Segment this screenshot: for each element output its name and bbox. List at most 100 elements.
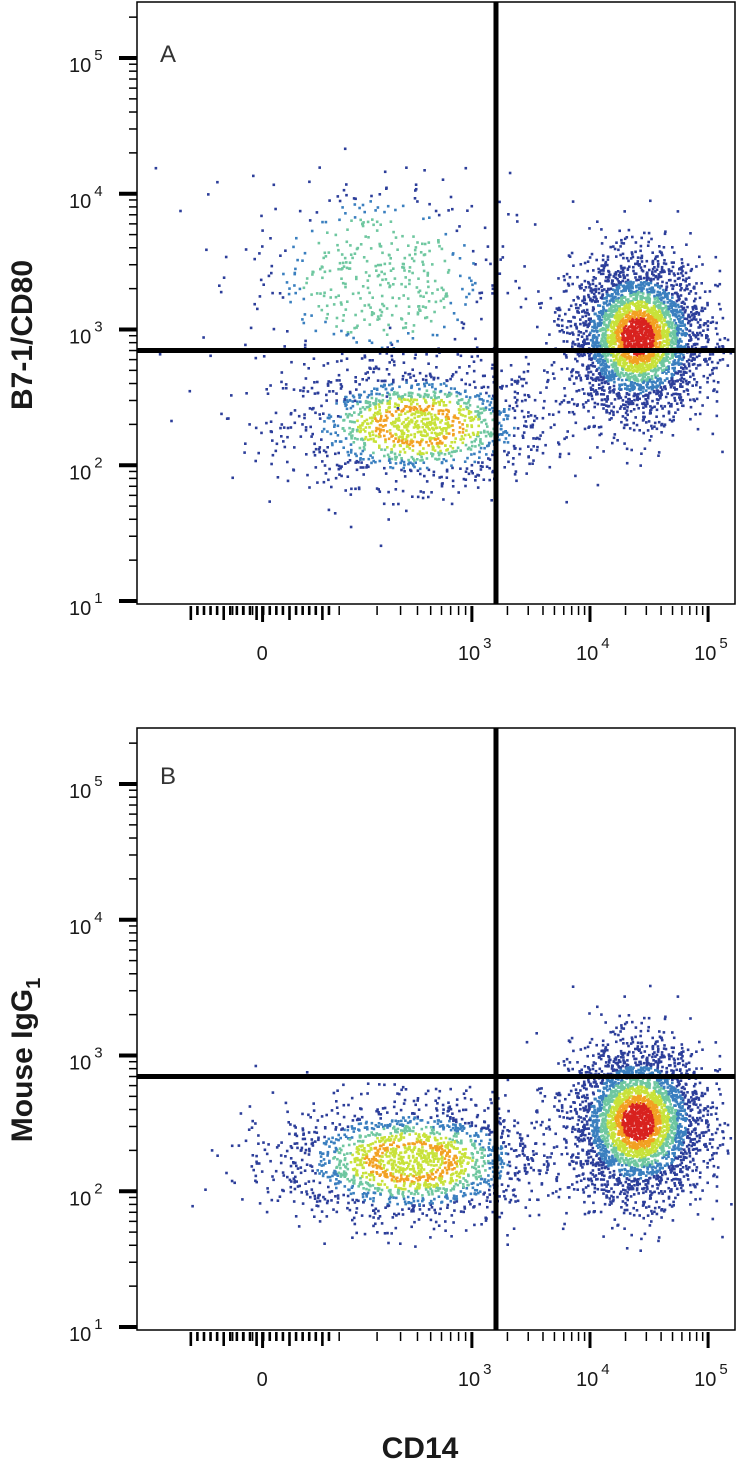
density-dot xyxy=(628,427,632,430)
density-dot xyxy=(571,345,574,348)
density-dot xyxy=(587,295,591,299)
density-dot xyxy=(346,461,350,464)
density-dot xyxy=(672,329,675,333)
density-dot xyxy=(532,459,535,462)
density-dot xyxy=(697,337,700,341)
density-dot xyxy=(615,312,618,316)
density-dot xyxy=(451,479,455,483)
density-dot xyxy=(365,259,369,263)
density-dot xyxy=(655,323,659,327)
density-dot xyxy=(668,320,672,324)
density-dot xyxy=(518,452,521,456)
density-dot xyxy=(712,366,715,370)
density-dot xyxy=(648,338,652,341)
density-dot xyxy=(313,454,317,457)
density-dot xyxy=(628,378,632,381)
density-dot xyxy=(423,428,426,432)
density-dot xyxy=(459,413,463,416)
density-dot xyxy=(677,295,680,299)
density-dot xyxy=(477,434,480,438)
density-dot xyxy=(623,382,626,386)
density-dot xyxy=(327,478,330,482)
density-dot xyxy=(179,209,182,213)
density-dot xyxy=(631,255,635,259)
density-dot xyxy=(348,420,352,423)
density-dot xyxy=(350,448,353,452)
density-dot xyxy=(368,426,371,429)
density-dot xyxy=(662,246,666,249)
density-dot xyxy=(606,336,610,340)
density-dot xyxy=(633,326,636,329)
density-dot xyxy=(506,291,510,295)
density-dot xyxy=(558,452,562,456)
density-dot xyxy=(402,361,406,364)
density-dot xyxy=(351,400,355,403)
density-dot xyxy=(466,456,469,460)
density-dot xyxy=(659,251,663,254)
density-dot xyxy=(682,367,685,370)
density-dot xyxy=(643,306,646,309)
density-dot xyxy=(365,378,368,382)
density-dot xyxy=(703,346,706,349)
density-dot xyxy=(597,267,600,271)
density-dot xyxy=(440,419,443,422)
density-dot xyxy=(631,324,634,328)
density-dot xyxy=(665,377,669,380)
density-dot xyxy=(558,308,562,312)
density-dot xyxy=(389,432,392,435)
density-dot xyxy=(655,427,659,431)
density-dot xyxy=(660,423,663,427)
density-dot xyxy=(643,314,646,317)
density-dot xyxy=(613,289,617,292)
density-dot xyxy=(361,424,364,427)
density-dot xyxy=(459,408,462,412)
density-dot xyxy=(609,376,613,379)
density-dot xyxy=(585,368,589,371)
density-dot xyxy=(645,280,648,283)
density-dot xyxy=(595,258,598,262)
density-dot xyxy=(428,249,431,253)
density-dot xyxy=(566,331,569,335)
density-dot xyxy=(467,433,471,436)
density-dot xyxy=(426,271,430,275)
density-dot xyxy=(412,426,416,429)
density-dot xyxy=(685,343,688,346)
density-dot xyxy=(456,318,459,322)
density-dot xyxy=(460,378,463,382)
density-dot xyxy=(293,272,296,276)
density-dot xyxy=(356,324,359,328)
density-dot xyxy=(625,319,629,323)
density-dot xyxy=(648,362,652,366)
density-dot xyxy=(349,451,353,454)
density-dot xyxy=(335,463,339,467)
density-dot xyxy=(631,299,634,303)
density-dot xyxy=(511,407,515,410)
density-dot xyxy=(670,261,674,264)
density-dot xyxy=(445,468,449,472)
density-dot xyxy=(612,413,615,417)
density-dot xyxy=(590,319,593,323)
density-dot xyxy=(604,301,608,305)
density-dot xyxy=(652,289,656,292)
density-dot xyxy=(612,296,615,300)
density-dot xyxy=(481,402,485,405)
density-dot xyxy=(663,423,667,426)
density-dot xyxy=(368,323,372,326)
density-dot xyxy=(451,485,455,488)
density-dot xyxy=(387,437,391,441)
density-dot xyxy=(437,451,440,454)
density-dot xyxy=(639,281,643,284)
density-dot xyxy=(614,369,617,373)
density-dot xyxy=(616,353,619,356)
density-dot xyxy=(541,431,545,434)
density-dot xyxy=(665,355,668,359)
density-dot xyxy=(681,399,684,402)
density-dot xyxy=(553,423,556,427)
density-dot xyxy=(351,292,355,296)
density-dot xyxy=(651,262,655,266)
density-dot xyxy=(644,331,647,335)
density-dot xyxy=(589,298,592,302)
density-dot xyxy=(396,339,399,343)
density-dot xyxy=(636,256,640,259)
density-dot xyxy=(570,251,574,255)
